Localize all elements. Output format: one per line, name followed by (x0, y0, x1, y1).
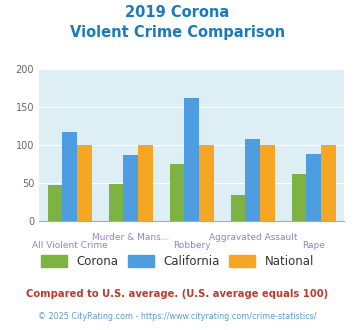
Bar (306, 154, 321, 221)
Text: Rape: Rape (302, 241, 325, 250)
Bar (292, 174, 306, 221)
Text: All Violent Crime: All Violent Crime (32, 241, 108, 250)
Text: Violent Crime Comparison: Violent Crime Comparison (70, 25, 285, 40)
Bar (48, 185, 62, 221)
Text: Compared to U.S. average. (U.S. average equals 100): Compared to U.S. average. (U.S. average … (26, 289, 329, 299)
Bar (321, 145, 336, 221)
Bar (184, 98, 199, 221)
Bar (62, 132, 77, 221)
Bar (199, 145, 214, 221)
Bar (170, 164, 184, 221)
Bar (138, 145, 153, 221)
Bar (231, 194, 245, 221)
Text: 2019 Corona: 2019 Corona (125, 5, 230, 20)
Bar (245, 139, 260, 221)
Bar (260, 145, 275, 221)
Text: Robbery: Robbery (173, 241, 211, 250)
Text: Murder & Mans...: Murder & Mans... (92, 233, 169, 242)
Bar (123, 155, 138, 221)
Legend: Corona, California, National: Corona, California, National (41, 255, 314, 268)
Text: Aggravated Assault: Aggravated Assault (208, 233, 297, 242)
Bar (109, 184, 123, 221)
Bar (77, 145, 92, 221)
Text: © 2025 CityRating.com - https://www.cityrating.com/crime-statistics/: © 2025 CityRating.com - https://www.city… (38, 312, 317, 321)
